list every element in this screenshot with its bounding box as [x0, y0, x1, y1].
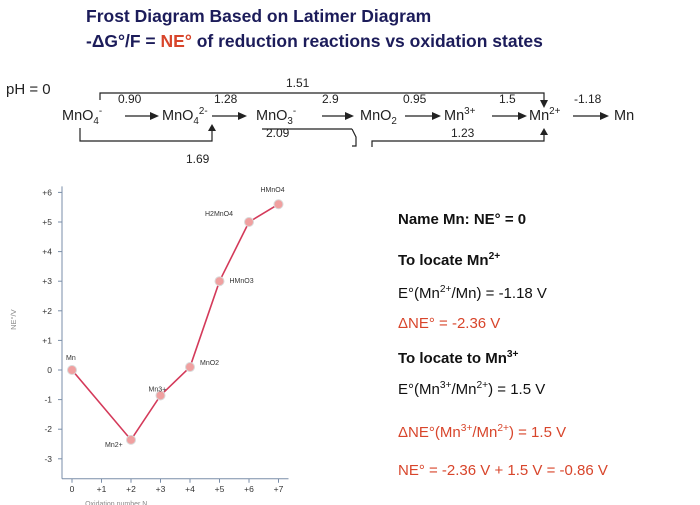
- potential-0-95: 0.95: [403, 92, 427, 106]
- data-point-label-5: H2MnO4: [205, 211, 233, 218]
- subtitle-suffix: of reduction reactions vs oxidation stat…: [191, 31, 543, 51]
- subtitle-highlight: NE°: [160, 31, 192, 51]
- y-tick-label: +2: [42, 306, 52, 316]
- x-tick-label: +5: [215, 484, 225, 494]
- note-locate-mn3: To locate to Mn3+: [398, 349, 519, 367]
- x-tick-label: 0: [70, 484, 75, 494]
- x-tick-label: +6: [244, 484, 254, 494]
- page-subtitle: -ΔG°/F = NE° of reduction reactions vs o…: [86, 31, 543, 52]
- data-point-label-6: HMnO4: [261, 187, 285, 194]
- potential-2-9: 2.9: [322, 92, 339, 106]
- data-point-1: [126, 434, 136, 445]
- species-mno4-2minus: MnO42-: [162, 106, 208, 127]
- y-tick-label: +4: [42, 247, 52, 257]
- potential-1-28: 1.28: [214, 92, 238, 106]
- species-mno3-minus: MnO3-: [256, 106, 297, 127]
- note-name-mn: Name Mn: NE° = 0: [398, 211, 527, 228]
- potential-1-23: 1.23: [451, 126, 475, 140]
- plot-axes: +6 +5 +4 +3 +2 +1 0 -1 -2 -3 0 +1 +2 +3 +4 +5 +6 +7 Oxidat…: [9, 186, 289, 505]
- y-tick-label: +3: [42, 276, 52, 286]
- note-locate-mn2: To locate Mn2+: [398, 251, 501, 269]
- y-tick-label: -2: [44, 424, 52, 434]
- x-tick-label: +4: [185, 484, 195, 494]
- y-axis-label: NE°/V: [9, 309, 18, 330]
- potential-1-69: 1.69: [186, 152, 210, 166]
- data-point-label-2: Mn3+: [149, 386, 167, 393]
- data-point-0: [67, 365, 77, 375]
- data-point-5: [244, 217, 254, 227]
- data-point-label-3: MnO2: [200, 360, 219, 367]
- x-axis-label: Oxidation number N: [85, 501, 147, 505]
- note-ne-result: NE° = -2.36 V + 1.5 V = -0.86 V: [398, 462, 608, 479]
- y-tick-label: -3: [44, 454, 52, 464]
- y-tick-label: 0: [47, 365, 52, 375]
- x-tick-label: +7: [274, 484, 284, 494]
- species-mn3plus: Mn3+: [444, 106, 476, 124]
- x-tick-label: +3: [156, 484, 166, 494]
- data-point-label-4: HMnO3: [230, 278, 254, 285]
- y-tick-label: +5: [42, 217, 52, 227]
- potential-1-51: 1.51: [286, 76, 310, 90]
- data-point-3: [185, 362, 195, 373]
- latimer-connectors: [79, 92, 609, 147]
- potential-2-09: 2.09: [266, 126, 290, 140]
- potential-1-5: 1.5: [499, 92, 516, 106]
- species-mn2plus: Mn2+: [529, 106, 561, 124]
- y-tick-label: -1: [44, 395, 52, 405]
- data-point-label-0: Mn: [66, 355, 76, 362]
- potential-0-90: 0.90: [118, 92, 142, 106]
- note-delta-ne-1: ΔNE° = -2.36 V: [398, 315, 501, 332]
- note-delta-ne-2: ΔNE°(Mn3+/Mn2+) = 1.5 V: [398, 423, 567, 441]
- data-point-2: [155, 390, 166, 401]
- x-tick-label: +1: [97, 484, 107, 494]
- species-mn: Mn: [614, 108, 635, 124]
- y-tick-label: +1: [42, 335, 52, 345]
- data-point-label-1: Mn2+: [105, 442, 123, 449]
- subtitle-prefix: -ΔG°/F =: [86, 31, 161, 51]
- note-e-mn3-mn2: E°(Mn3+/Mn2+) = 1.5 V: [398, 380, 546, 398]
- ph-label: pH = 0: [6, 81, 51, 98]
- species-mno2: MnO2: [360, 108, 397, 127]
- x-tick-label: +2: [126, 484, 136, 494]
- page-title: Frost Diagram Based on Latimer Diagram: [86, 6, 432, 26]
- plot-series: Mn Mn2+ Mn3+ MnO2 HMnO3 H2MnO4 HMnO4: [66, 187, 285, 449]
- y-tick-label: +6: [42, 187, 52, 197]
- species-mno4-minus: MnO4-: [62, 106, 103, 127]
- note-e-mn2-mn: E°(Mn2+/Mn) = -1.18 V: [398, 284, 547, 302]
- potential-minus-1-18: -1.18: [574, 92, 602, 106]
- data-point-6: [273, 199, 284, 210]
- series-line: [71, 203, 279, 442]
- data-point-4: [214, 276, 225, 287]
